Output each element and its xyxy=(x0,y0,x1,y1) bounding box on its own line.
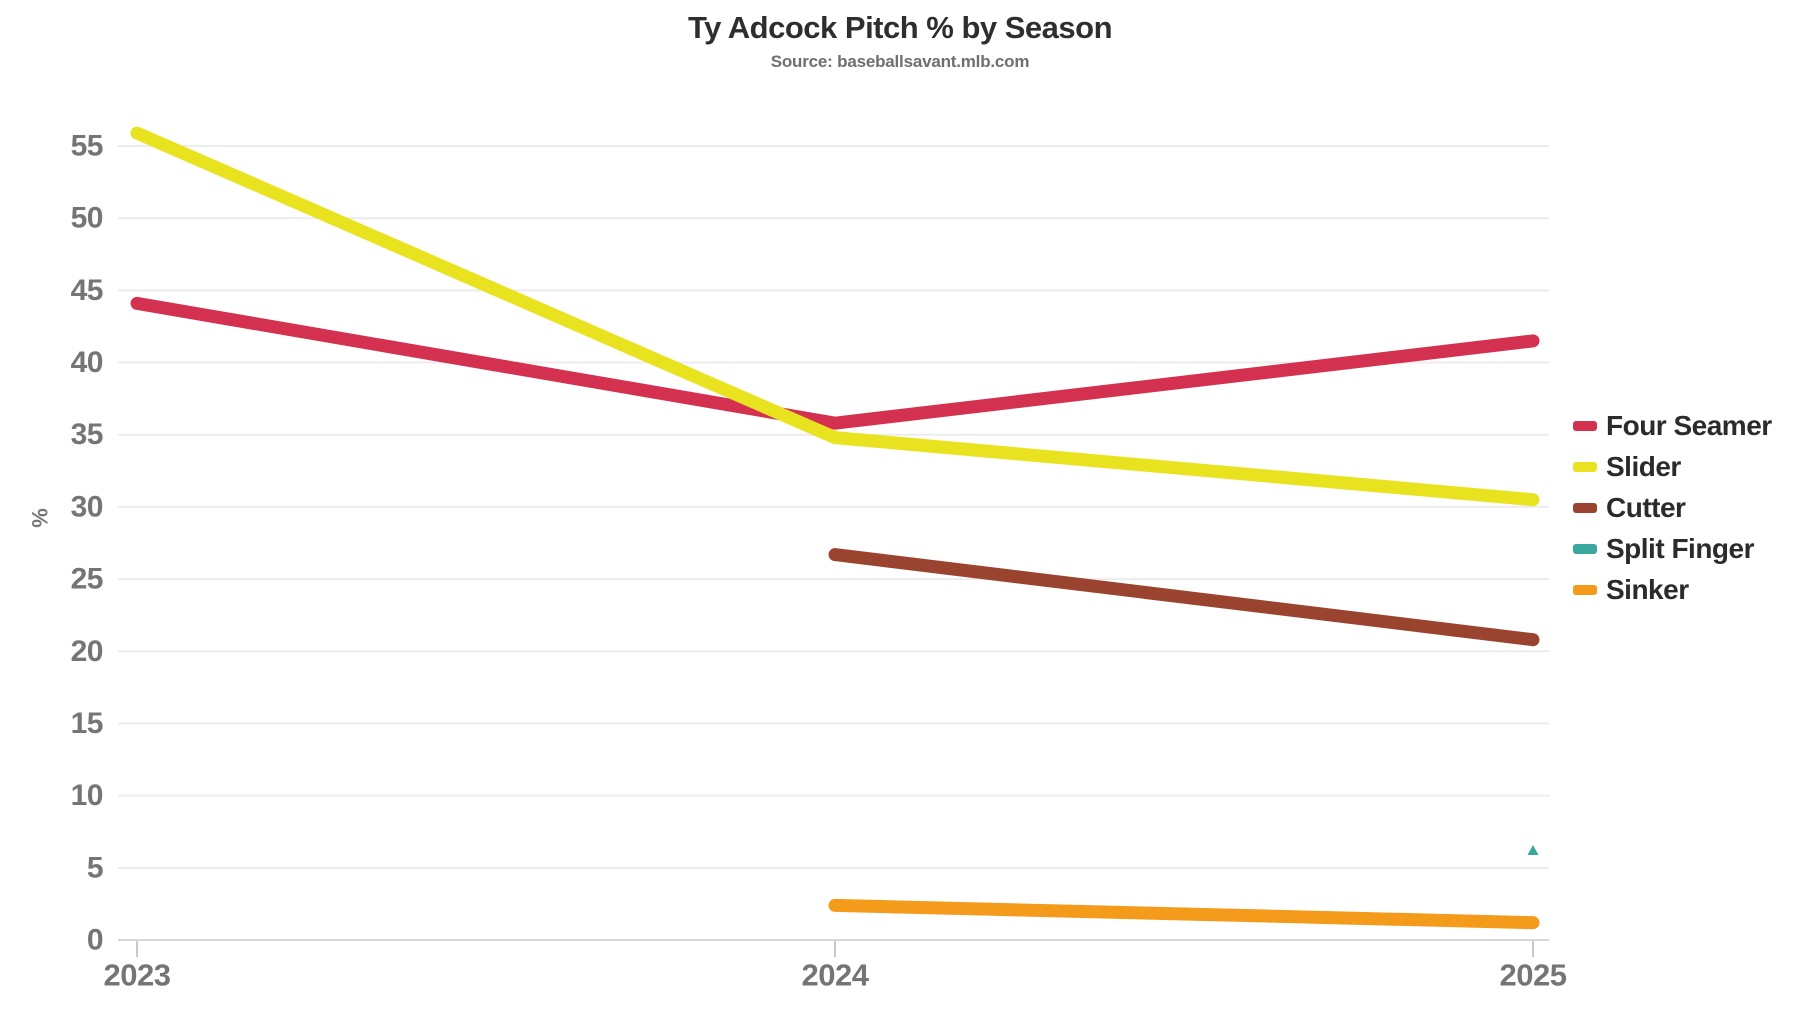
x-tick-label: 2024 xyxy=(802,957,870,992)
legend-label-slider: Slider xyxy=(1606,450,1681,482)
y-tick-label: 0 xyxy=(87,924,103,957)
legend-swatch-cutter xyxy=(1573,502,1597,513)
chart-title: Ty Adcock Pitch % by Season xyxy=(687,10,1113,45)
legend-label-sinker: Sinker xyxy=(1606,573,1689,605)
series-line-four-seamer xyxy=(130,296,1540,430)
series-marker-split-finger xyxy=(1527,844,1539,855)
chart-subtitle: Source: baseballsavant.mlb.com xyxy=(770,52,1030,71)
x-tick-label: 2025 xyxy=(1500,957,1567,992)
legend-label-cutter: Cutter xyxy=(1606,491,1686,523)
legend-swatch-four-seamer xyxy=(1573,420,1597,431)
legend-item-four-seamer: Four Seamer xyxy=(1573,405,1772,446)
series-line-slider xyxy=(130,126,1540,507)
legend-item-sinker: Sinker xyxy=(1573,569,1772,610)
y-tick-label: 50 xyxy=(71,202,103,235)
y-tick-label: 20 xyxy=(71,635,103,668)
y-tick-label: 40 xyxy=(71,346,103,379)
y-axis-title: % xyxy=(28,508,53,528)
legend-item-split-finger: Split Finger xyxy=(1573,528,1772,569)
legend-swatch-split-finger xyxy=(1573,543,1597,554)
y-tick-label: 55 xyxy=(71,130,103,163)
legend-swatch-sinker xyxy=(1573,584,1597,595)
y-tick-label: 30 xyxy=(71,490,103,523)
chart-legend: Four Seamer Slider Cutter Split Finger Sinke… xyxy=(1573,405,1772,610)
y-tick-label: 45 xyxy=(71,274,103,307)
y-tick-label: 5 xyxy=(87,851,103,884)
legend-item-cutter: Cutter xyxy=(1573,487,1772,528)
series-line-cutter xyxy=(828,548,1540,647)
y-tick-label: 35 xyxy=(71,418,103,451)
y-tick-label: 15 xyxy=(71,707,103,740)
series-line-sinker xyxy=(828,898,1540,930)
legend-item-slider: Slider xyxy=(1573,446,1772,487)
legend-swatch-slider xyxy=(1573,461,1597,472)
y-tick-label: 10 xyxy=(71,779,103,812)
y-tick-label: 25 xyxy=(71,563,103,596)
x-tick-label: 2023 xyxy=(104,957,171,992)
legend-label-split-finger: Split Finger xyxy=(1606,532,1755,564)
legend-label-four-seamer: Four Seamer xyxy=(1606,409,1772,441)
